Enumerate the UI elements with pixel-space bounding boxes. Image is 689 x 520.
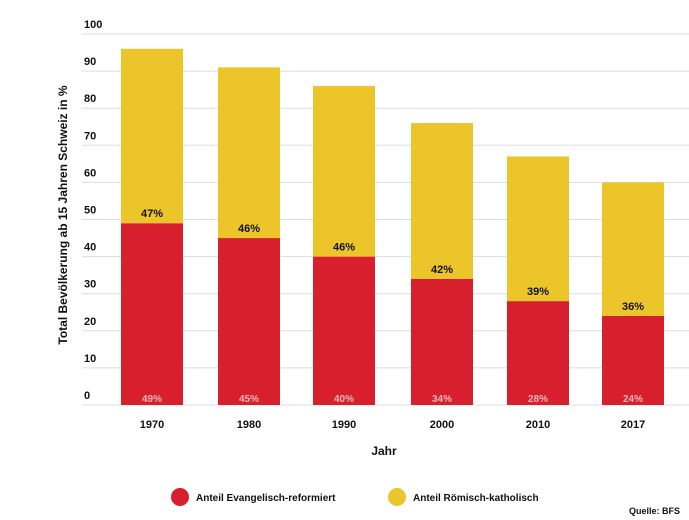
x-ticks: 1970 1980 1990 2000 2010 2017 — [140, 419, 645, 431]
y-tick-label: 90 — [84, 56, 96, 68]
x-tick-label: 2000 — [430, 419, 454, 431]
data-label-reformed: 24% — [623, 394, 643, 405]
data-label-reformed: 40% — [334, 394, 354, 405]
bar-reformed — [121, 223, 183, 405]
y-axis-title: Total Bevölkerung ab 15 Jahren Schweiz i… — [56, 85, 70, 345]
y-tick-label: 100 — [84, 19, 102, 31]
data-label-reformed: 49% — [142, 394, 162, 405]
data-label-catholic: 42% — [431, 264, 453, 276]
x-tick-label: 2017 — [621, 419, 645, 431]
data-label-catholic: 46% — [333, 242, 355, 254]
legend-swatch — [171, 488, 189, 506]
bar-reformed — [218, 238, 280, 405]
bar-catholic — [313, 86, 375, 257]
legend-swatch — [388, 488, 406, 506]
bars: 47% 49% 46% 45% 46% 40% 42% 34% 39% 28% 36% 24% — [121, 49, 664, 405]
x-tick-label: 2010 — [526, 419, 550, 431]
bar-catholic — [602, 182, 664, 316]
data-label-catholic: 36% — [622, 301, 644, 313]
y-tick-label: 20 — [84, 316, 96, 328]
y-tick-label: 70 — [84, 130, 96, 142]
legend: Anteil Evangelisch-reformiert Anteil Römi… — [171, 488, 539, 506]
data-label-catholic: 47% — [141, 208, 163, 220]
bar-catholic — [411, 123, 473, 279]
y-tick-label: 30 — [84, 279, 96, 291]
data-label-reformed: 34% — [432, 394, 452, 405]
data-label-reformed: 28% — [528, 394, 548, 405]
legend-label: Anteil Römisch-katholisch — [413, 493, 539, 504]
y-tick-label: 60 — [84, 167, 96, 179]
bar-catholic — [507, 156, 569, 301]
bar-reformed — [602, 316, 664, 405]
x-axis-title: Jahr — [371, 444, 397, 458]
y-tick-label: 40 — [84, 242, 96, 254]
data-label-reformed: 45% — [239, 394, 259, 405]
x-tick-label: 1970 — [140, 419, 164, 431]
source-note: Quelle: BFS — [629, 506, 680, 516]
y-tick-label: 50 — [84, 205, 96, 217]
y-tick-label: 0 — [84, 390, 90, 402]
bar-catholic — [121, 49, 183, 223]
y-tick-label: 10 — [84, 353, 96, 365]
y-tick-label: 80 — [84, 93, 96, 105]
bar-reformed — [313, 257, 375, 405]
y-ticks: 0 10 20 30 40 50 60 70 80 90 100 — [84, 19, 102, 402]
bar-reformed — [507, 301, 569, 405]
bar-reformed — [411, 279, 473, 405]
data-label-catholic: 46% — [238, 223, 260, 235]
x-tick-label: 1980 — [237, 419, 261, 431]
x-tick-label: 1990 — [332, 419, 356, 431]
data-label-catholic: 39% — [527, 286, 549, 298]
bar-catholic — [218, 67, 280, 238]
legend-label: Anteil Evangelisch-reformiert — [196, 493, 336, 504]
